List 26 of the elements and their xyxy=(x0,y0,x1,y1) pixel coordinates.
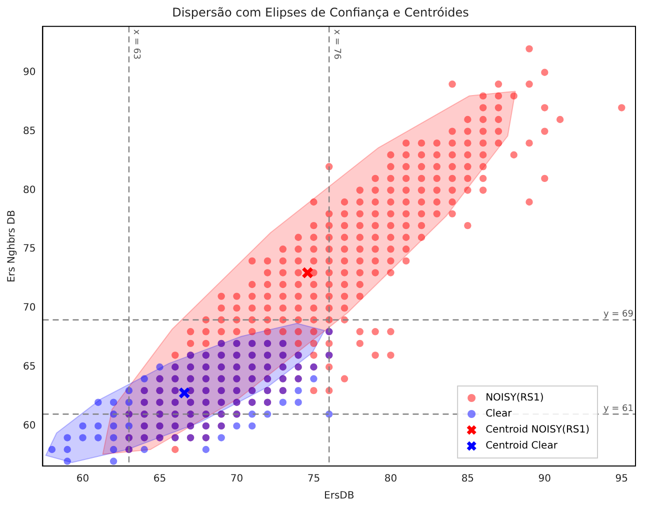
chart-title: Dispersão com Elipses de Confiança e Centróides xyxy=(172,5,469,20)
ref-line-label: y = 61 xyxy=(603,404,634,414)
legend-label: Clear xyxy=(486,408,513,420)
y-tick-label: 70 xyxy=(22,302,36,314)
y-tick-label: 80 xyxy=(22,184,36,196)
y-tick-label: 75 xyxy=(22,244,36,255)
x-tick-label: 90 xyxy=(538,474,552,485)
ref-line-label: y = 69 xyxy=(603,310,634,320)
ref-line-label: x = 76 xyxy=(331,29,342,60)
x-tick-label: 60 xyxy=(76,474,90,485)
x-tick-label: 70 xyxy=(230,474,244,485)
x-tick-label: 80 xyxy=(384,474,398,485)
ref-line-label: x = 63 xyxy=(131,29,142,60)
legend-label: NOISY(RS1) xyxy=(486,392,544,404)
x-axis-title: ErsDB xyxy=(324,490,354,502)
x-tick-label: 65 xyxy=(153,474,166,485)
x-tick-label: 75 xyxy=(307,474,320,485)
y-axis-title: Ers Nghbrs DB xyxy=(6,210,18,282)
y-tick-label: 85 xyxy=(22,126,36,137)
legend-label: Centroid Clear xyxy=(486,440,558,452)
y-tick-label: 90 xyxy=(22,66,36,78)
x-tick-label: 85 xyxy=(461,474,474,485)
y-tick-label: 65 xyxy=(22,362,36,373)
x-tick-label: 95 xyxy=(615,474,628,485)
y-tick-label: 60 xyxy=(22,420,36,432)
legend-label: Centroid NOISY(RS1) xyxy=(486,424,590,436)
